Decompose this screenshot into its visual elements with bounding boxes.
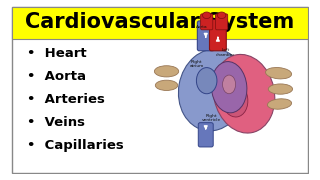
Ellipse shape [268,99,292,109]
Text: Aorta: Aorta [196,24,208,28]
Text: •  Capillaries: • Capillaries [28,139,124,152]
Ellipse shape [221,82,248,117]
FancyBboxPatch shape [216,14,228,30]
Text: •  Arteries: • Arteries [28,93,105,106]
Text: Left
chamber: Left chamber [216,48,235,57]
Text: •  Heart: • Heart [28,47,87,60]
Ellipse shape [155,80,178,91]
Text: •  Veins: • Veins [28,116,85,129]
Text: Right
ventricle: Right ventricle [202,114,221,122]
Text: Cardiovascular System: Cardiovascular System [25,12,295,32]
Ellipse shape [196,68,217,94]
Ellipse shape [222,75,236,94]
FancyBboxPatch shape [12,7,308,173]
FancyBboxPatch shape [201,14,213,30]
Ellipse shape [268,84,292,94]
Ellipse shape [203,12,211,19]
FancyBboxPatch shape [198,123,213,147]
Ellipse shape [213,54,275,133]
Ellipse shape [266,68,292,79]
FancyBboxPatch shape [210,21,226,51]
Ellipse shape [217,12,226,19]
Text: Right
atrium: Right atrium [189,60,204,68]
Text: •  Aorta: • Aorta [28,70,86,83]
FancyBboxPatch shape [12,7,308,39]
FancyBboxPatch shape [197,21,214,51]
Ellipse shape [211,62,247,113]
Ellipse shape [179,49,246,131]
Ellipse shape [154,66,179,77]
